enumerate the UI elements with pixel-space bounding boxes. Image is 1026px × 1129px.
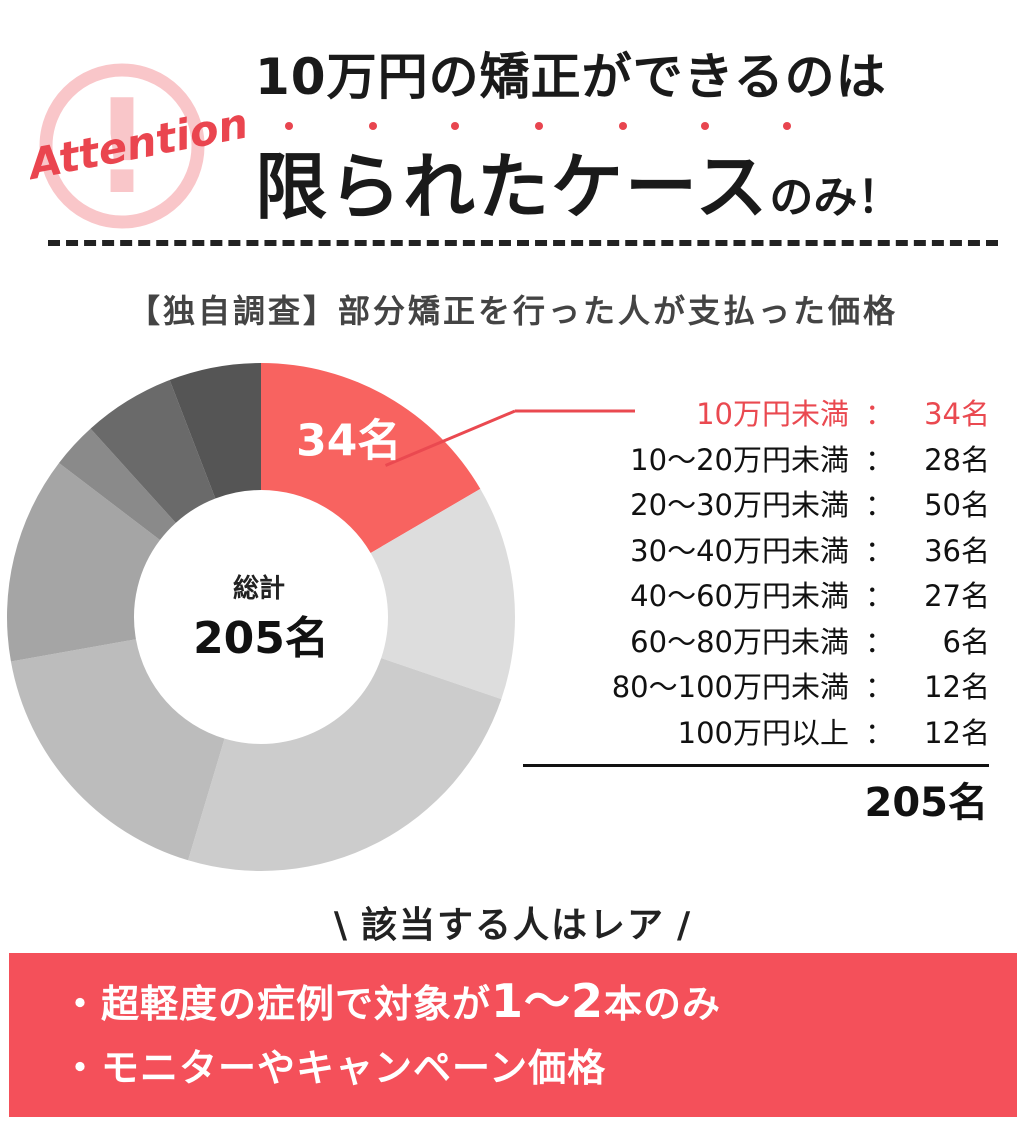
donut-slice-1: [261, 363, 481, 553]
callout-item-2: ・モニターやキャンペーン価格: [61, 1036, 1017, 1100]
legend-count: 28名: [924, 442, 990, 477]
center-value: 205名: [193, 613, 329, 664]
callout-item-1-emph: 1〜2: [491, 974, 605, 1028]
attention-exclamation: !: [92, 71, 151, 223]
legend-row: 100万円以上 ： 12名: [540, 711, 990, 757]
callout-item-2-text: モニターやキャンペーン価格: [101, 1046, 607, 1090]
center-title: 総計: [233, 573, 285, 604]
attention-circle: [39, 63, 205, 229]
headline-line2: 限られたケースのみ！: [255, 122, 1015, 242]
donut-slice-3: [188, 658, 502, 871]
legend-separator: ：: [864, 715, 894, 750]
slash-left: \: [333, 905, 349, 946]
callout-item-1: ・超軽度の症例で対象が1〜2本のみ: [61, 969, 1017, 1036]
donut-slice-6: [58, 428, 176, 541]
legend-total-line: [523, 764, 989, 767]
legend-separator: ：: [864, 488, 894, 522]
bullet: ・: [61, 982, 101, 1026]
legend-label: 10万円未満: [696, 397, 849, 431]
rare-title: \ 該当する人はレア /: [0, 896, 1026, 948]
highlight-leader-line: [384, 409, 516, 467]
survey-title: 【独自調査】部分矯正を行った人が支払った価格: [127, 292, 898, 330]
legend-label: 30〜40万円未満: [630, 533, 849, 568]
legend: 10万円未満 ： 34名 10〜20万円未満 ： 28名 20〜30万円未満 ： 50名 30〜4…: [540, 392, 990, 756]
legend-count: 34名: [924, 397, 990, 431]
legend-label: 20〜30万円未満: [630, 488, 849, 522]
legend-separator: ：: [864, 397, 894, 431]
legend-label: 10〜20万円未満: [630, 442, 849, 477]
rare-title-text: 該当する人はレア: [360, 905, 665, 946]
legend-row: 40〜60万円未満 ： 27名: [540, 574, 990, 620]
legend-label: 80〜100万円未満: [611, 670, 849, 704]
legend-row: 10万円未満 ： 34名: [540, 392, 990, 438]
donut-slice-4: [10, 639, 225, 861]
legend-total: 205名: [864, 780, 989, 826]
donut-slice-2: [370, 488, 515, 700]
legend-separator: ：: [864, 442, 894, 477]
slash-right: /: [677, 905, 693, 946]
legend-count: 27名: [924, 579, 990, 613]
headline-emphasis: 限られたケース: [255, 145, 770, 229]
dashed-divider: [48, 240, 998, 246]
legend-label: 40〜60万円未満: [630, 579, 849, 613]
legend-count: 12名: [924, 670, 990, 704]
donut-slice-8: [169, 363, 261, 499]
bullet: ・: [61, 1046, 101, 1090]
legend-separator: ：: [864, 533, 894, 568]
callout-box: ・超軽度の症例で対象が1〜2本のみ ・モニターやキャンペーン価格: [9, 953, 1017, 1117]
headline: 10万円の矯正ができるのは 限られたケースのみ！: [255, 42, 1015, 242]
donut-slice-5: [6, 463, 160, 662]
legend-separator: ：: [864, 579, 894, 613]
legend-count: 12名: [924, 715, 990, 750]
callout-item-1-prefix: 超軽度の症例で対象が: [101, 982, 492, 1026]
legend-count: 36名: [924, 533, 990, 568]
legend-count: 6名: [942, 624, 990, 659]
legend-separator: ：: [864, 670, 894, 704]
legend-separator: ：: [864, 624, 894, 659]
legend-row: 80〜100万円未満 ： 12名: [540, 665, 990, 711]
headline-tail: のみ！: [769, 172, 902, 223]
legend-row: 20〜30万円未満 ： 50名: [540, 483, 990, 529]
attention-badge: ! Attention: [30, 63, 252, 229]
headline-line1: 10万円の矯正ができるのは: [255, 48, 887, 106]
legend-row: 60〜80万円未満 ： 6名: [540, 620, 990, 666]
legend-count: 50名: [924, 488, 990, 522]
legend-label: 60〜80万円未満: [630, 624, 849, 659]
highlight-slice-label: 34名: [296, 416, 401, 467]
legend-label: 100万円以上: [677, 715, 849, 750]
donut-slice-7: [90, 379, 216, 523]
legend-row: 10〜20万円未満 ： 28名: [540, 438, 990, 484]
callout-item-1-suffix: 本のみ: [604, 982, 722, 1026]
legend-row: 30〜40万円未満 ： 36名: [540, 529, 990, 575]
donut-chart: 34名 総計 205名: [6, 363, 635, 871]
